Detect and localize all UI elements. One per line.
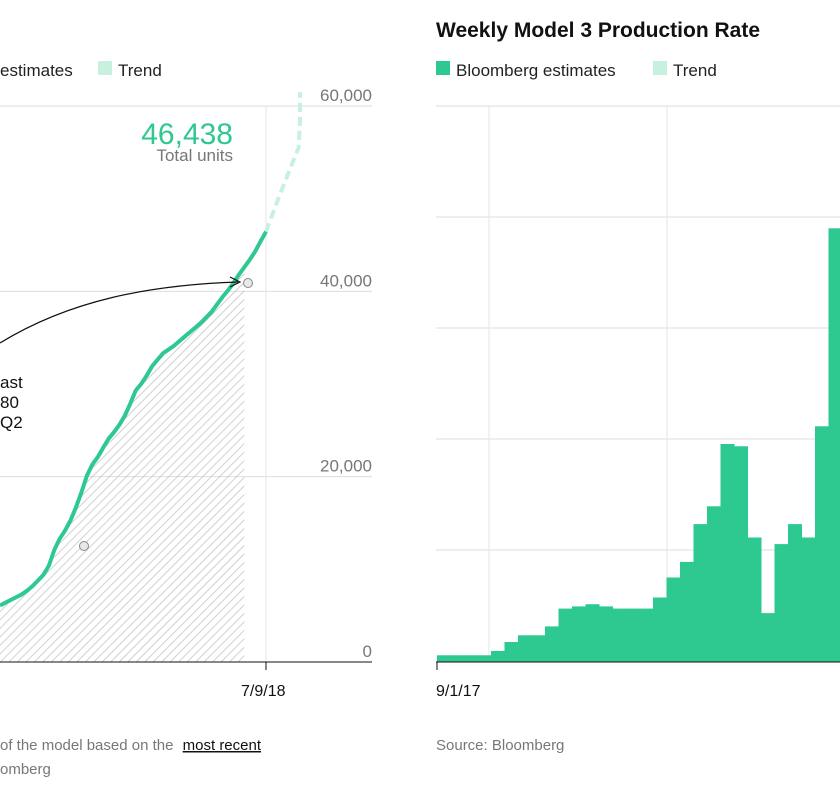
annotation-line-2: 80 [0, 393, 19, 412]
weekly-bar [612, 608, 627, 662]
left-y-tick-label: 0 [363, 642, 372, 661]
weekly-rate-chart: Weekly Model 3 Production Rate Bloomberg… [436, 19, 840, 754]
weekly-bars [437, 228, 840, 663]
right-chart-title: Weekly Model 3 Production Rate [436, 19, 760, 42]
annotation-line-3: Q2 [0, 413, 23, 432]
legend-trend-swatch [98, 61, 112, 75]
footnote-line-2: omberg [0, 761, 51, 778]
cumulative-chart: estimates Trend 0 20,000 40,000 60,000 7/9/… [0, 61, 372, 778]
weekly-bar [572, 606, 586, 662]
total-units-label: Total units [156, 146, 233, 165]
footnote-line-1-text: of the model based on the [0, 737, 173, 754]
footnote-link[interactable]: most recent [183, 737, 262, 754]
weekly-bar [828, 228, 840, 663]
left-legend: estimates Trend [0, 61, 162, 80]
total-units-value: 46,438 [141, 118, 233, 151]
right-legend-trend-label: Trend [673, 61, 717, 80]
weekly-bar [747, 537, 762, 662]
cumulative-line [0, 230, 268, 608]
weekly-bar [801, 537, 816, 662]
weekly-bar [666, 577, 681, 662]
weekly-bar [815, 426, 829, 662]
weekly-bar [639, 608, 654, 662]
weekly-bar [653, 597, 667, 662]
annotation-arrow [0, 281, 239, 344]
right-legend-trend-swatch [653, 61, 667, 75]
weekly-bar [761, 613, 775, 662]
left-x-tick-label: 7/9/18 [241, 683, 286, 700]
left-y-tick-label: 20,000 [320, 457, 372, 476]
annotation-line-1: ast [0, 373, 23, 392]
legend-series-label: estimates [0, 61, 73, 80]
weekly-bar [545, 626, 559, 662]
annotation-arrowhead [229, 276, 242, 288]
weekly-bar [774, 544, 789, 662]
right-gridlines [436, 105, 840, 551]
footnote-line-1: of the model based on the most recent [0, 737, 262, 754]
weekly-bar [734, 446, 748, 662]
weekly-bar [680, 561, 694, 662]
weekly-bar [788, 524, 802, 662]
left-y-tick-label: 60,000 [320, 86, 372, 105]
cumulative-area [0, 267, 245, 662]
left-y-tick-labels: 0 20,000 40,000 60,000 [320, 86, 372, 661]
weekly-bar [707, 506, 721, 662]
left-y-tick-label: 40,000 [320, 271, 372, 290]
weekly-bar [531, 635, 546, 662]
weekly-bar [720, 444, 735, 662]
weekly-bar [693, 524, 708, 662]
right-legend-series-label: Bloomberg estimates [456, 61, 616, 80]
source-note: Source: Bloomberg [436, 737, 564, 754]
weekly-bar [518, 635, 532, 662]
weekly-bar [558, 608, 573, 662]
weekly-bar [504, 642, 519, 662]
marker-earlier [79, 541, 89, 551]
marker-q2 [243, 278, 253, 288]
right-x-tick-label: 9/1/17 [436, 683, 481, 700]
right-legend-series-swatch [436, 61, 450, 75]
weekly-bar [599, 606, 613, 662]
weekly-bar [464, 655, 478, 662]
legend-trend-label: Trend [118, 61, 162, 80]
weekly-bar [585, 604, 600, 662]
weekly-bar [491, 650, 505, 662]
weekly-bar [477, 655, 492, 662]
weekly-bar [450, 655, 465, 662]
weekly-bar [626, 608, 640, 662]
trend-line [264, 92, 302, 233]
weekly-bar [437, 655, 451, 662]
